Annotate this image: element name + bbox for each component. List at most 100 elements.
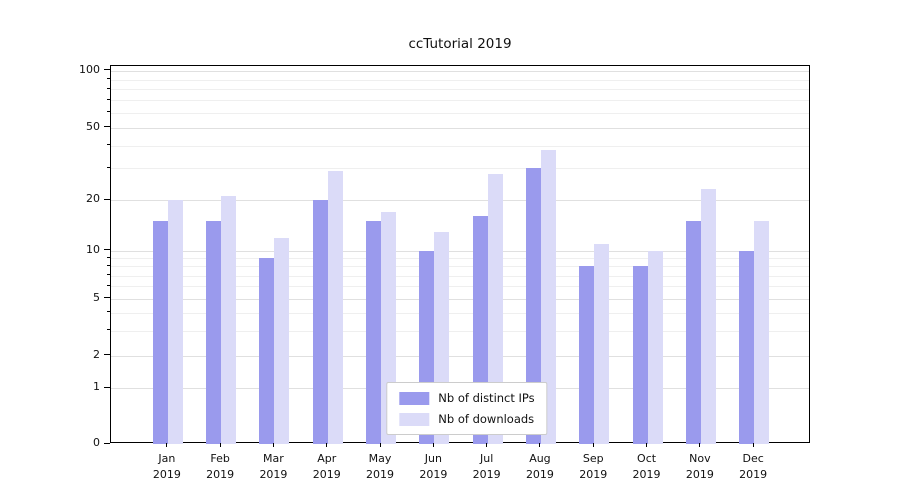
bar-distinct-ips xyxy=(739,250,755,444)
legend-swatch-downloads xyxy=(399,412,430,426)
bar-distinct-ips xyxy=(259,258,275,444)
bar-downloads xyxy=(594,243,610,444)
gridline-minor xyxy=(111,79,809,81)
x-tick xyxy=(752,443,754,447)
x-tick-label: Mar 2019 xyxy=(259,452,288,481)
bar-distinct-ips xyxy=(206,221,222,444)
gridline-minor xyxy=(111,100,809,102)
gridline-major xyxy=(111,70,809,72)
x-tick xyxy=(379,443,381,447)
bar-downloads xyxy=(274,237,290,444)
y-tick xyxy=(104,386,110,388)
y-tick xyxy=(104,442,110,444)
legend-label-downloads: Nb of downloads xyxy=(438,412,535,426)
x-tick-label: Dec 2019 xyxy=(739,452,768,481)
x-tick-label: Apr 2019 xyxy=(312,452,341,481)
y-minor-tick xyxy=(107,284,110,286)
bar-downloads xyxy=(167,200,183,444)
y-tick xyxy=(104,297,110,299)
x-tick xyxy=(539,443,541,447)
y-tick-label: 0 xyxy=(93,436,100,449)
y-tick-label: 1 xyxy=(93,380,100,394)
x-tick xyxy=(646,443,648,447)
x-tick xyxy=(166,443,168,447)
legend-swatch-distinct-ips xyxy=(399,391,430,405)
y-tick xyxy=(104,198,110,200)
y-minor-tick xyxy=(107,98,110,100)
y-minor-tick xyxy=(107,311,110,313)
gridline-minor xyxy=(111,89,809,91)
y-tick-label: 5 xyxy=(93,290,100,304)
x-tick-label: Oct 2019 xyxy=(632,452,661,481)
bar-distinct-ips xyxy=(525,168,541,444)
x-tick-label: Jul 2019 xyxy=(472,452,501,481)
gridline-minor xyxy=(111,112,809,114)
gridline-major xyxy=(111,127,809,129)
gridline-major xyxy=(111,298,809,300)
y-tick-label: 2 xyxy=(93,347,100,361)
x-tick xyxy=(699,443,701,447)
legend-label-distinct-ips: Nb of distinct IPs xyxy=(438,391,535,405)
y-minor-tick xyxy=(107,274,110,276)
gridline-minor xyxy=(111,330,809,332)
y-tick xyxy=(104,354,110,356)
chart-title: ccTutorial 2019 xyxy=(408,36,512,52)
bar-downloads xyxy=(647,250,663,444)
x-tick xyxy=(219,443,221,447)
bar-downloads xyxy=(221,196,237,444)
legend-item-downloads: Nb of downloads xyxy=(399,412,534,426)
x-tick-label: Aug 2019 xyxy=(525,452,554,481)
y-minor-tick xyxy=(107,87,110,89)
y-tick xyxy=(104,249,110,251)
x-tick-label: Feb 2019 xyxy=(206,452,235,481)
y-minor-tick xyxy=(107,264,110,266)
bar-distinct-ips xyxy=(632,266,648,444)
y-minor-tick xyxy=(107,144,110,146)
bar-distinct-ips xyxy=(312,200,328,444)
y-minor-tick xyxy=(107,329,110,331)
x-tick xyxy=(326,443,328,447)
legend-item-distinct-ips: Nb of distinct IPs xyxy=(399,391,535,405)
gridline-major xyxy=(111,250,809,252)
gridline-minor xyxy=(111,145,809,147)
y-minor-tick xyxy=(107,111,110,113)
x-tick xyxy=(432,443,434,447)
gridline-minor xyxy=(111,168,809,170)
y-minor-tick xyxy=(107,78,110,80)
y-tick-label: 20 xyxy=(86,192,100,206)
bar-downloads xyxy=(487,173,503,444)
gridline-major xyxy=(111,200,809,202)
legend: Nb of distinct IPs Nb of downloads xyxy=(386,382,548,435)
y-tick xyxy=(104,126,110,128)
y-minor-tick xyxy=(107,166,110,168)
y-tick xyxy=(104,69,110,71)
y-minor-tick xyxy=(107,256,110,258)
x-tick-label: Sep 2019 xyxy=(579,452,608,481)
y-tick-label: 10 xyxy=(86,242,100,256)
x-tick-label: Jun 2019 xyxy=(419,452,448,481)
gridline-minor xyxy=(111,258,809,260)
bar-downloads xyxy=(540,149,556,444)
bar-distinct-ips xyxy=(685,221,701,444)
plot-area: Nb of distinct IPs Nb of downloads xyxy=(110,65,810,444)
x-tick xyxy=(592,443,594,447)
gridline-major xyxy=(111,355,809,357)
x-tick xyxy=(486,443,488,447)
x-tick-label: May 2019 xyxy=(366,452,395,481)
x-tick xyxy=(272,443,274,447)
y-tick-label: 50 xyxy=(86,119,100,133)
gridline-minor xyxy=(111,312,809,314)
bars-layer xyxy=(111,66,809,444)
bar-distinct-ips xyxy=(152,221,168,444)
bar-downloads xyxy=(700,189,716,444)
gridline-minor xyxy=(111,286,809,288)
gridline-minor xyxy=(111,275,809,277)
bar-distinct-ips xyxy=(366,221,382,444)
y-tick-label: 100 xyxy=(79,62,100,76)
gridline-minor xyxy=(111,266,809,268)
x-tick-label: Nov 2019 xyxy=(685,452,714,481)
bar-downloads xyxy=(754,221,770,444)
